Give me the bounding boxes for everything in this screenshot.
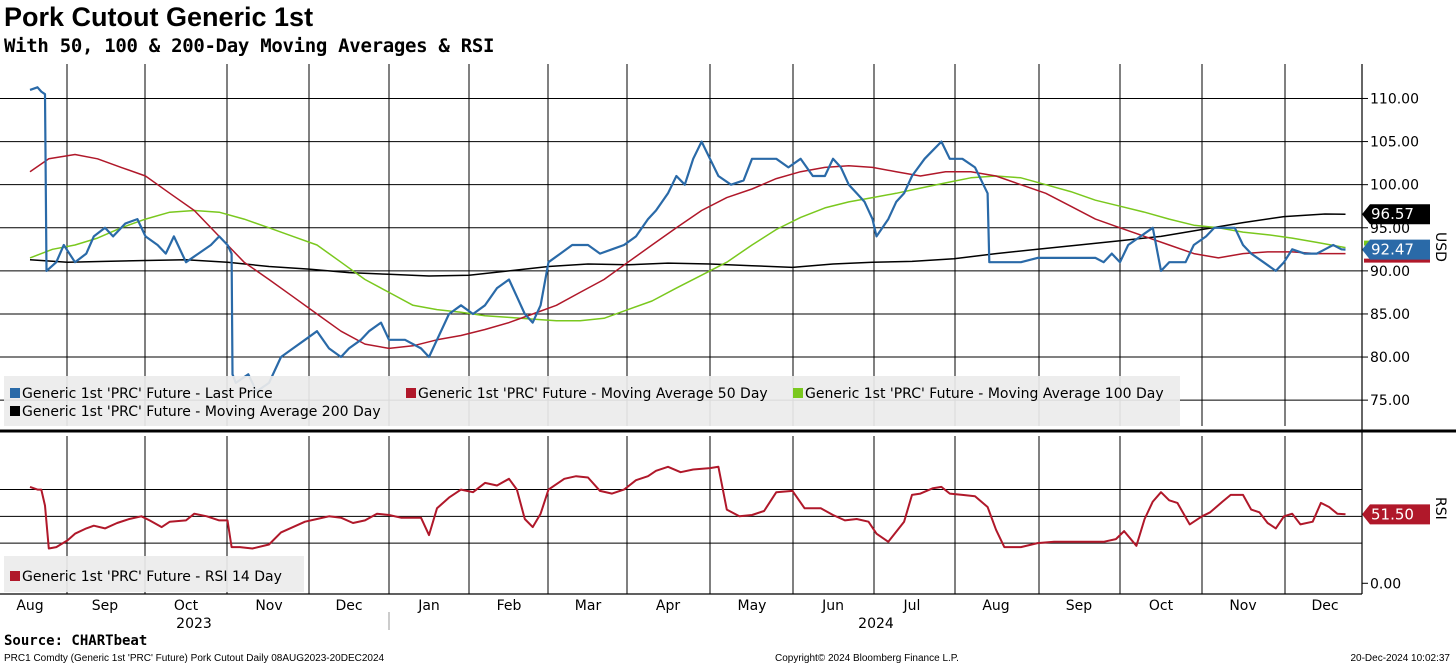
x-month-label-12: Aug bbox=[982, 598, 1009, 614]
source-note: Source: CHARTbeat bbox=[4, 633, 148, 649]
timestamp: 20-Dec-2024 10:02:37 bbox=[1350, 653, 1450, 664]
legend-label-ma200: Generic 1st 'PRC' Future - Moving Averag… bbox=[22, 404, 381, 420]
last-value-tag-ma200: 96.57 bbox=[1362, 204, 1430, 225]
x-year-label-1: 2024 bbox=[858, 616, 894, 630]
price-ytick-label-1: 80.00 bbox=[1370, 350, 1410, 366]
legend-swatch-last-price bbox=[10, 388, 20, 398]
price-ytick-label-4: 95.00 bbox=[1370, 221, 1410, 237]
x-month-label-15: Nov bbox=[1229, 598, 1256, 614]
ma50-last-stub bbox=[1364, 258, 1430, 263]
price-ytick-label-0: 75.00 bbox=[1370, 393, 1410, 409]
series-line-last_price bbox=[29, 86, 1346, 393]
series-layer bbox=[29, 86, 1346, 550]
x-month-label-3: Nov bbox=[255, 598, 282, 614]
x-month-label-9: May bbox=[738, 598, 767, 614]
legend-label-ma50: Generic 1st 'PRC' Future - Moving Averag… bbox=[418, 386, 768, 402]
price-ytick-label-7: 110.00 bbox=[1370, 91, 1419, 107]
x-month-label-16: Dec bbox=[1311, 598, 1338, 614]
x-month-label-1: Sep bbox=[92, 598, 119, 614]
legend-swatch-rsi bbox=[10, 571, 20, 581]
x-month-label-13: Sep bbox=[1066, 598, 1093, 614]
price-ytick-label-6: 105.00 bbox=[1370, 135, 1419, 151]
last-value-tag-last_price: 92.47 bbox=[1362, 239, 1430, 260]
last-value-tag-rsi: 51.50 bbox=[1362, 504, 1430, 525]
price-axis-title: USD bbox=[1432, 232, 1448, 262]
x-month-label-2: Oct bbox=[174, 598, 199, 614]
security-description: PRC1 Comdty (Generic 1st 'PRC' Future) P… bbox=[4, 653, 385, 664]
last-value-tag-rsi-box bbox=[1362, 504, 1430, 525]
legend-swatch-ma50 bbox=[406, 388, 416, 398]
chart-subtitle: With 50, 100 & 200-Day Moving Averages &… bbox=[4, 35, 495, 57]
x-month-label-8: Apr bbox=[656, 598, 680, 614]
last-value-tag-last_price-box bbox=[1362, 239, 1430, 260]
x-month-label-6: Feb bbox=[497, 598, 522, 614]
x-month-label-5: Jan bbox=[417, 598, 440, 614]
last-value-tags: 96.57 92.47 51.50 bbox=[1362, 204, 1430, 525]
x-month-label-7: Mar bbox=[575, 598, 602, 614]
legend-layer: Generic 1st 'PRC' Future - Last Price Ge… bbox=[4, 376, 1180, 592]
copyright-note: Copyright© 2024 Bloomberg Finance L.P. bbox=[775, 653, 959, 664]
legend-label-rsi: Generic 1st 'PRC' Future - RSI 14 Day bbox=[22, 569, 282, 585]
series-line-rsi bbox=[29, 465, 1346, 550]
x-month-label-14: Oct bbox=[1149, 598, 1174, 614]
grid-layer bbox=[0, 64, 1362, 594]
chart-canvas: Generic 1st 'PRC' Future - Last Price Ge… bbox=[0, 64, 1456, 630]
last-value-tag-rsi-label: 51.50 bbox=[1371, 505, 1414, 523]
last-value-tag-last_price-label: 92.47 bbox=[1371, 241, 1414, 259]
series-line-ma50 bbox=[29, 153, 1346, 350]
axis-layer: 75.00 80.00 85.00 90.00 95.00 100.00 105.00 110… bbox=[0, 64, 1456, 630]
legend-label-last-price: Generic 1st 'PRC' Future - Last Price bbox=[22, 386, 273, 402]
chart-title: Pork Cutout Generic 1st bbox=[4, 2, 314, 32]
x-month-label-0: Aug bbox=[16, 598, 43, 614]
price-ytick-label-3: 90.00 bbox=[1370, 264, 1410, 280]
x-month-label-4: Dec bbox=[335, 598, 362, 614]
last-value-tag-ma200-label: 96.57 bbox=[1371, 205, 1414, 223]
price-ytick-label-2: 85.00 bbox=[1370, 307, 1410, 323]
series-line-ma100 bbox=[29, 175, 1346, 322]
last-value-tag-ma200-box bbox=[1362, 204, 1430, 225]
price-ytick-label-5: 100.00 bbox=[1370, 178, 1419, 194]
x-month-label-11: Jul bbox=[903, 598, 921, 614]
rsi-legend-background bbox=[4, 556, 304, 592]
price-legend-background bbox=[4, 376, 1180, 426]
rsi-axis-title: RSI bbox=[1432, 497, 1448, 520]
rsi-ytick-label-0: 0.00 bbox=[1370, 576, 1401, 592]
x-year-label-0: 2023 bbox=[176, 616, 212, 630]
legend-swatch-ma100 bbox=[793, 388, 803, 398]
legend-swatch-ma200 bbox=[10, 406, 20, 416]
x-month-label-10: Jun bbox=[821, 598, 844, 614]
legend-label-ma100: Generic 1st 'PRC' Future - Moving Averag… bbox=[805, 386, 1164, 402]
